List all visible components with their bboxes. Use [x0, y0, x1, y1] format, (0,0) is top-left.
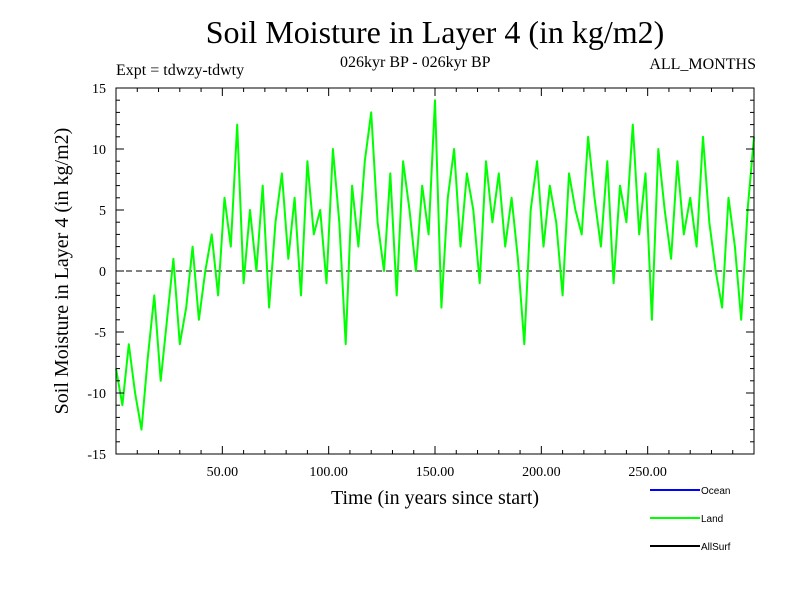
y-tick-label: -10 — [87, 387, 106, 402]
legend-label-ocean: Ocean — [701, 486, 730, 497]
y-tick-label: 15 — [92, 82, 106, 97]
y-tick-label: 10 — [92, 143, 106, 158]
y-axis-label: Soil Moisture in Layer 4 (in kg/m2) — [51, 128, 73, 415]
y-tick-label: -15 — [87, 448, 106, 463]
x-tick-label: 50.00 — [207, 465, 239, 480]
y-tick-label: -5 — [94, 326, 106, 341]
x-tick-label: 200.00 — [522, 465, 561, 480]
period-label: 026kyr BP - 026kyr BP — [340, 54, 491, 71]
x-tick-label: 100.00 — [309, 465, 348, 480]
legend-label-allsurf: AllSurf — [701, 542, 731, 553]
series-line-land — [115, 99, 755, 431]
y-tick-label: 5 — [99, 204, 106, 219]
legend-label-land: Land — [701, 514, 723, 525]
months-label: ALL_MONTHS — [649, 56, 756, 73]
x-axis-label: Time (in years since start) — [331, 487, 539, 509]
x-tick-label: 250.00 — [628, 465, 667, 480]
x-tick-label: 150.00 — [416, 465, 455, 480]
y-tick-label: 0 — [99, 265, 106, 280]
chart-title: Soil Moisture in Layer 4 (in kg/m2) — [205, 14, 665, 50]
experiment-label: Expt = tdwzy-tdwty — [116, 62, 245, 79]
